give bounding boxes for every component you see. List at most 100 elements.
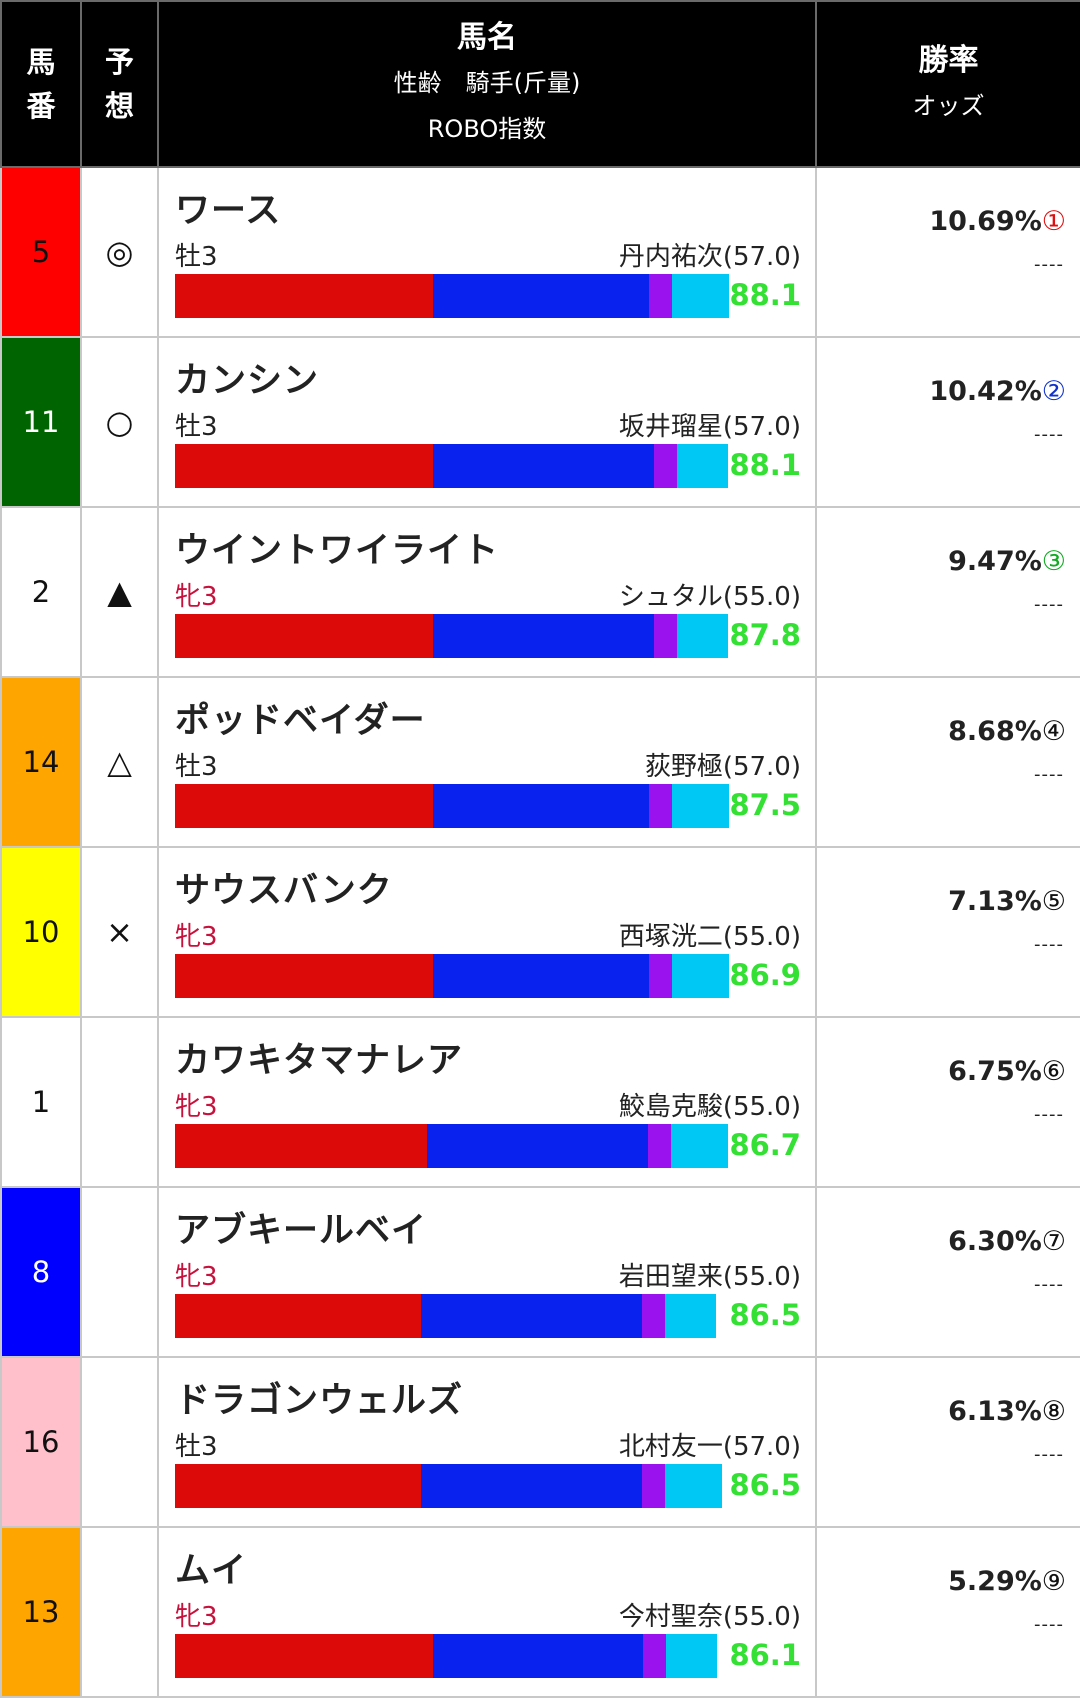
horse-number-cell: 5 [0,166,82,338]
robo-index-value: 86.1 [729,1638,801,1672]
horse-name[interactable]: ポッドベイダー [175,701,426,741]
prediction-cell: ○ [80,336,159,508]
horse-number-cell: 2 [0,506,82,678]
horse-row-11[interactable]: 11 ○ カンシン 牡3 坂井瑠星(57.0) 88.1 10.42%② ---… [0,336,1080,508]
robo-index-bar-segment-2 [433,274,649,318]
robo-index-value: 86.5 [729,1298,801,1332]
horse-number: 1 [31,1085,51,1119]
sex-age: 牝3 [175,1092,218,1122]
robo-index-value: 87.8 [729,618,801,652]
robo-index-bar-segment-1 [175,784,433,828]
horse-row-5[interactable]: 5 ◎ ワース 牡3 丹内祐次(57.0) 88.1 10.69%① ---- [0,166,1080,338]
robo-index-bar-segment-2 [433,954,649,998]
horse-row-1[interactable]: 1 カワキタマナレア 牝3 鮫島克駿(55.0) 86.7 6.75%⑥ ---… [0,1016,1080,1188]
win-rate-value: 8.68% [948,716,1042,747]
horse-name[interactable]: カワキタマナレア [175,1041,464,1081]
sex-age: 牝3 [175,1602,218,1632]
robo-index-bar-segment-2 [427,1124,648,1168]
header-win-rate[interactable]: 勝率 オッズ [815,0,1080,168]
win-rate-value: 9.47% [948,546,1042,577]
robo-index-value: 86.7 [729,1128,801,1162]
win-rate-value: 6.13% [948,1396,1042,1427]
header-horse-number[interactable]: 馬 番 [0,0,82,168]
robo-index-bar [175,614,728,658]
horse-row-8[interactable]: 8 アブキールベイ 牝3 岩田望来(55.0) 86.5 6.30%⑦ ---- [0,1186,1080,1358]
horse-name[interactable]: ドラゴンウェルズ [175,1381,464,1421]
prediction-cell [80,1186,159,1358]
win-rate: 6.30%⑦ [948,1226,1066,1257]
horse-name[interactable]: カンシン [175,361,320,401]
robo-index-bar [175,274,729,318]
header-horse-number-line1: 馬 [26,45,56,79]
sex-age: 牝3 [175,582,218,612]
horse-name[interactable]: ワース [175,191,282,231]
horse-row-14[interactable]: 14 △ ポッドベイダー 牡3 荻野極(57.0) 87.5 8.68%④ --… [0,676,1080,848]
robo-index-bar-segment-3 [654,444,677,488]
robo-index-value: 86.9 [729,958,801,992]
horse-name[interactable]: ウイントワイライト [175,531,500,571]
sex-age: 牡3 [175,752,218,782]
robo-index-bar-segment-1 [175,444,433,488]
header-sex-jockey: 性齢 騎手(斤量) [393,69,581,97]
horse-number-cell: 1 [0,1016,82,1188]
win-rate-value: 10.69% [929,206,1042,237]
horse-info-cell: ウイントワイライト 牝3 シュタル(55.0) 87.8 [157,506,817,678]
odds-value: ---- [1034,1444,1064,1465]
robo-index-bar-segment-3 [642,1464,665,1508]
robo-index-bar [175,1294,716,1338]
sex-age: 牡3 [175,412,218,442]
horse-row-2[interactable]: 2 ▲ ウイントワイライト 牝3 シュタル(55.0) 87.8 9.47%③ … [0,506,1080,678]
robo-index-bar-segment-2 [433,444,654,488]
odds-cell: 10.42%② ---- [815,336,1080,508]
win-rate: 9.47%③ [948,546,1066,577]
header-prediction-line2: 想 [104,89,134,123]
horse-row-13[interactable]: 13 ムイ 牝3 今村聖奈(55.0) 86.1 5.29%⑨ ---- [0,1526,1080,1698]
odds-cell: 6.75%⑥ ---- [815,1016,1080,1188]
horse-number-cell: 16 [0,1356,82,1528]
robo-index-bar-segment-4 [666,1634,717,1678]
horse-name[interactable]: サウスバンク [175,871,393,911]
horse-number: 14 [22,745,60,779]
robo-index-bar-segment-3 [643,1634,666,1678]
horse-row-10[interactable]: 10 × サウスバンク 牝3 西塚洸二(55.0) 86.9 7.13%⑤ --… [0,846,1080,1018]
horse-number-cell: 10 [0,846,82,1018]
win-rate: 5.29%⑨ [948,1566,1066,1597]
robo-index-bar-segment-1 [175,1634,433,1678]
robo-index-bar-segment-4 [665,1294,716,1338]
win-rate-rank: ⑥ [1041,1056,1066,1087]
robo-index-bar-segment-4 [677,444,728,488]
robo-index-value: 88.1 [729,448,801,482]
robo-index-bar-segment-2 [421,1294,642,1338]
win-rate: 7.13%⑤ [948,886,1066,917]
win-rate-rank: ③ [1041,546,1066,577]
horse-name[interactable]: アブキールベイ [175,1211,428,1251]
horse-number: 2 [31,575,51,609]
jockey-weight: 坂井瑠星(57.0) [618,412,801,442]
win-rate-rank: ⑧ [1041,1396,1066,1427]
header-horse-number-line2: 番 [26,89,56,123]
horse-number: 5 [31,235,51,269]
header-horse-name-title: 馬名 [457,20,517,55]
robo-index-value: 86.5 [729,1468,801,1502]
horse-name[interactable]: ムイ [175,1551,248,1591]
robo-index-bar-segment-4 [671,1124,728,1168]
odds-cell: 9.47%③ ---- [815,506,1080,678]
horse-info-cell: カンシン 牡3 坂井瑠星(57.0) 88.1 [157,336,817,508]
robo-index-bar-segment-3 [649,784,672,828]
prediction-mark: △ [107,743,132,781]
robo-index-bar-segment-1 [175,1124,427,1168]
header-win-rate-title: 勝率 [918,43,979,78]
header-horse-name[interactable]: 馬名 性齢 騎手(斤量) ROBO指数 [157,0,817,168]
horse-number: 16 [22,1425,60,1459]
win-rate-value: 5.29% [948,1566,1042,1597]
win-rate-rank: ⑤ [1041,886,1066,917]
prediction-cell [80,1016,159,1188]
robo-index-bar-segment-2 [433,614,654,658]
horse-row-16[interactable]: 16 ドラゴンウェルズ 牡3 北村友一(57.0) 86.5 6.13%⑧ --… [0,1356,1080,1528]
header-prediction[interactable]: 予 想 [80,0,159,168]
jockey-weight: シュタル(55.0) [618,582,801,612]
win-rate: 10.42%② [929,376,1066,407]
horse-info-cell: ドラゴンウェルズ 牡3 北村友一(57.0) 86.5 [157,1356,817,1528]
odds-value: ---- [1034,424,1064,445]
